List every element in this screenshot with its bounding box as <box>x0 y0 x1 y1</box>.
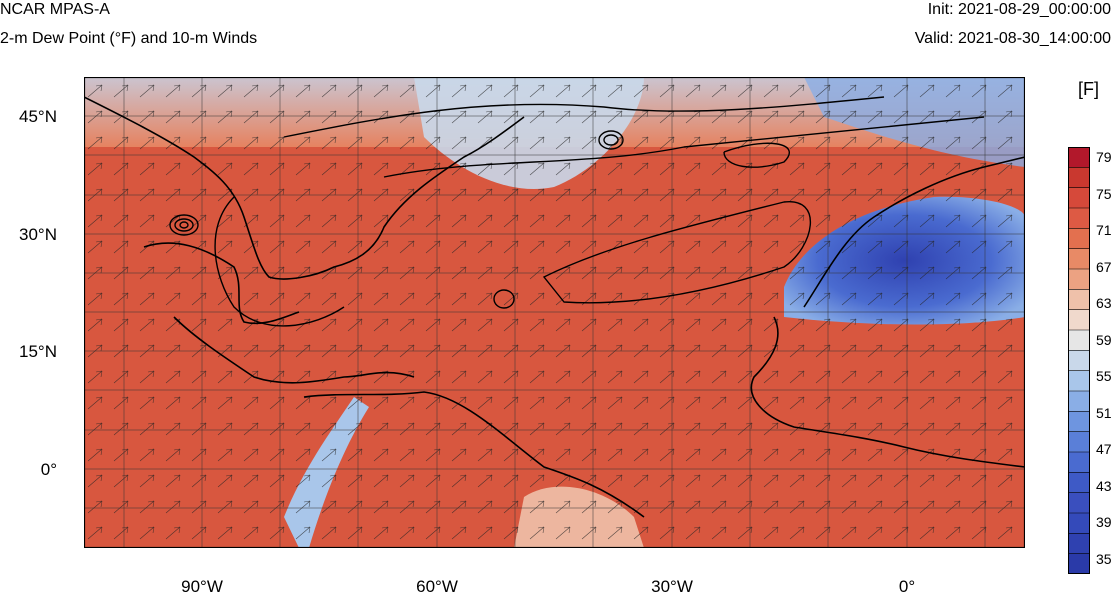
colorbar-tick-label: 63 <box>1096 295 1112 311</box>
colorbar-swatch <box>1068 411 1090 433</box>
colorbar-swatch <box>1068 147 1090 168</box>
colorbar-swatch <box>1068 289 1090 311</box>
colorbar-swatch <box>1068 330 1090 351</box>
colorbar-tick-label: 55 <box>1096 368 1112 384</box>
colorbar-swatch <box>1068 309 1090 331</box>
valid-time: Valid: 2021-08-30_14:00:00 <box>914 30 1111 47</box>
colorbar-tick-label: 43 <box>1096 477 1112 494</box>
map-title: NCAR MPAS-A <box>0 1 110 18</box>
lon-label-90w: 90°W <box>181 577 223 596</box>
colorbar-swatch <box>1068 391 1090 412</box>
colorbar-swatch <box>1068 167 1090 189</box>
graticule <box>84 77 1025 548</box>
colorbar-unit: [F] <box>1078 79 1099 99</box>
colorbar-swatch <box>1068 187 1090 209</box>
colorbar-swatch <box>1068 553 1090 574</box>
colorbar-tick-label: 47 <box>1096 441 1112 457</box>
colorbar-swatch <box>1068 472 1090 494</box>
lat-label-0: 0° <box>40 460 57 479</box>
map-subtitle: 2-m Dew Point (°F) and 10-m Winds <box>0 30 258 47</box>
colorbar-tick-label: 67 <box>1096 258 1112 275</box>
init-time: Init: 2021-08-29_00:00:00 <box>927 1 1111 18</box>
colorbar-tick-label: 39 <box>1096 514 1112 530</box>
lon-label-60w: 60°W <box>416 577 458 596</box>
lat-label-15n: 15°N <box>19 342 57 361</box>
colorbar-tick-label: 79 <box>1096 149 1112 165</box>
lon-label-0: 0° <box>898 577 916 596</box>
colorbar-tick-label: 51 <box>1096 404 1112 421</box>
colorbar-swatch <box>1068 228 1090 250</box>
colorbar <box>1068 147 1090 574</box>
colorbar-tick-label: 35 <box>1096 550 1112 567</box>
pressure-contours <box>169 96 985 327</box>
lon-label-30w: 30°W <box>651 577 693 596</box>
colorbar-swatch <box>1068 370 1090 392</box>
colorbar-swatch <box>1068 513 1090 534</box>
colorbar-swatch <box>1068 452 1090 473</box>
lat-label-30n: 30°N <box>19 225 57 244</box>
colorbar-swatch <box>1068 492 1090 514</box>
colorbar-swatch <box>1068 208 1090 229</box>
colorbar-swatch <box>1068 533 1090 555</box>
colorbar-swatch <box>1068 269 1090 290</box>
colorbar-border <box>1068 147 1090 574</box>
map-border <box>84 77 1025 548</box>
colorbar-tick-label: 71 <box>1096 222 1112 238</box>
colorbar-tick-label: 75 <box>1096 185 1112 202</box>
colorbar-tick-label: 59 <box>1096 331 1112 348</box>
colorbar-swatch <box>1068 350 1090 372</box>
dewpoint-map <box>84 77 1025 548</box>
colorbar-swatch <box>1068 248 1090 270</box>
colorbar-swatch <box>1068 431 1090 453</box>
lat-label-45n: 45°N <box>19 107 57 126</box>
wind-vectors <box>84 77 1025 548</box>
